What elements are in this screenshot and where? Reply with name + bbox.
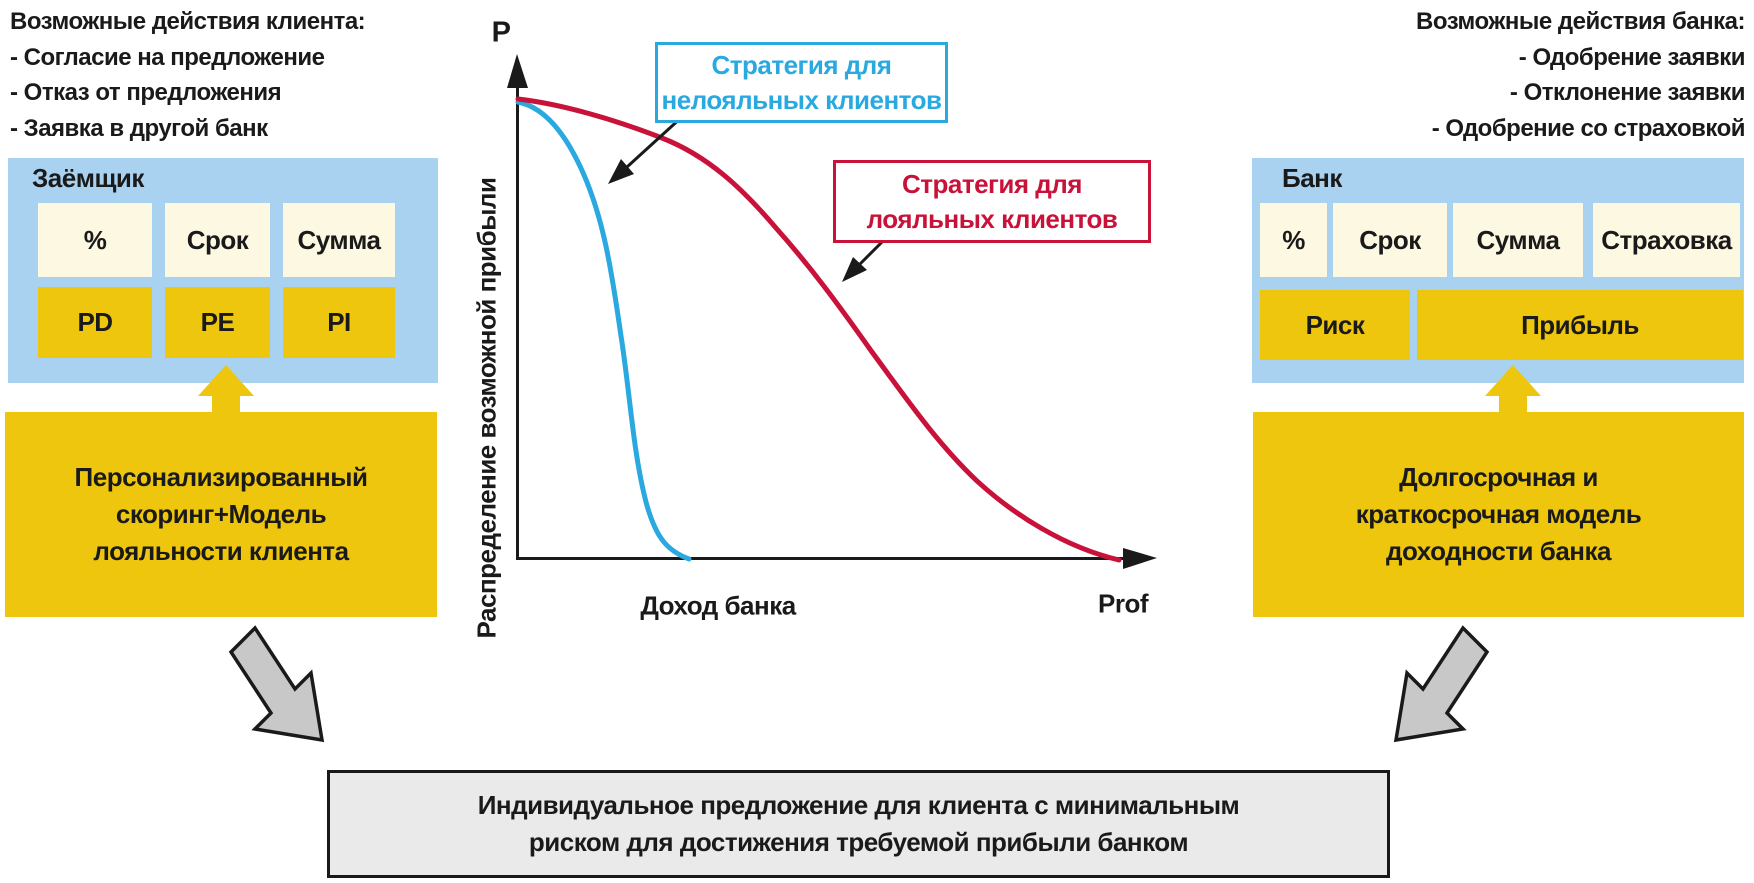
client-actions-title: Возможные действия клиента: [10, 8, 366, 35]
bank-box: Банк % Срок Сумма Страховка Риск Прибыль [1252, 158, 1744, 383]
bank-action-item: - Одобрение со страховкой [1431, 114, 1746, 142]
loyal-clients-curve [515, 96, 1122, 563]
model-box-line: Персонализированный [74, 462, 368, 492]
result-box-line: Индивидуальное предложение для клиента с… [477, 790, 1240, 820]
result-box-line: риском для достижения требуемой прибыли … [528, 827, 1189, 857]
y-axis-arrowhead-icon [507, 54, 528, 88]
borrower-score-cell: PD [38, 287, 152, 358]
bank-param-cell: Страховка [1593, 203, 1740, 277]
model-box-line: Долгосрочная и [1399, 462, 1598, 492]
client-action-item: - Согласие на предложение [10, 43, 325, 71]
loyal-label-arrowhead-icon [842, 257, 867, 282]
disloyal-label-pointer-line [625, 114, 685, 169]
model-box-line: доходности банка [1386, 536, 1611, 566]
loyal-strategy-label: Стратегия для лояльных клиентов [833, 160, 1151, 243]
client-model-up-arrow-icon [198, 365, 254, 414]
bank-param-cell: Срок [1333, 203, 1447, 277]
bank-action-item: - Одобрение заявки [1518, 43, 1746, 71]
borrower-score-cell: PI [283, 287, 395, 358]
bank-to-result-arrow-icon [1393, 625, 1490, 743]
client-actions-list: Возможные действия клиента: - Согласие н… [10, 4, 366, 146]
borrower-box-title: Заёмщик [32, 163, 144, 193]
curve-label-line: лояльных клиентов [866, 203, 1118, 234]
curve-label-line: нелояльных клиентов [661, 84, 942, 115]
bank-score-cell: Риск [1260, 290, 1410, 360]
borrower-param-cell: Сумма [283, 203, 395, 277]
model-box-line: лояльности клиента [93, 536, 349, 566]
borrower-box: Заёмщик % Срок Сумма PD PE PI [8, 158, 438, 383]
client-action-item: - Заявка в другой банк [10, 114, 268, 142]
borrower-score-cell: PE [165, 287, 270, 358]
client-to-result-arrow-icon [228, 625, 325, 743]
bank-actions-list: Возможные действия банка: - Одобрение за… [1416, 4, 1745, 146]
individual-offer-box: Индивидуальное предложение для клиента с… [327, 770, 1390, 878]
x-axis-end-label: Prof [1098, 588, 1149, 619]
client-scoring-model-box: Персонализированный скоринг+Модель лояль… [5, 412, 437, 617]
bank-action-item: - Отклонение заявки [1509, 79, 1746, 106]
bank-param-cell: % [1260, 203, 1327, 277]
curve-label-line: Стратегия для [711, 49, 892, 80]
bank-param-cell: Сумма [1453, 203, 1583, 277]
bank-model-up-arrow-icon [1485, 365, 1541, 414]
bank-profit-model-box: Долгосрочная и краткосрочная модель дохо… [1253, 412, 1744, 617]
curve-label-line: Стратегия для [902, 168, 1082, 199]
borrower-param-cell: Срок [165, 203, 270, 277]
disloyal-clients-curve [515, 99, 692, 562]
x-axis-arrowhead-icon [1123, 548, 1157, 569]
disloyal-strategy-label: Стратегия для нелояльных клиентов [655, 42, 948, 123]
model-box-line: скоринг+Модель [115, 499, 327, 529]
y-axis-label: Распределение возможной прибыли [471, 177, 502, 639]
bank-box-title: Банк [1282, 163, 1342, 193]
borrower-param-cell: % [38, 203, 152, 277]
model-box-line: краткосрочная модель [1355, 499, 1642, 529]
x-axis-label: Доход банка [640, 590, 796, 621]
bank-score-cell: Прибыль [1417, 290, 1743, 360]
y-axis-top-label: P [491, 16, 511, 49]
client-action-item: - Отказ от предложения [10, 79, 282, 106]
bank-actions-title: Возможные действия банка: [1416, 8, 1745, 35]
disloyal-label-arrowhead-icon [608, 159, 634, 184]
